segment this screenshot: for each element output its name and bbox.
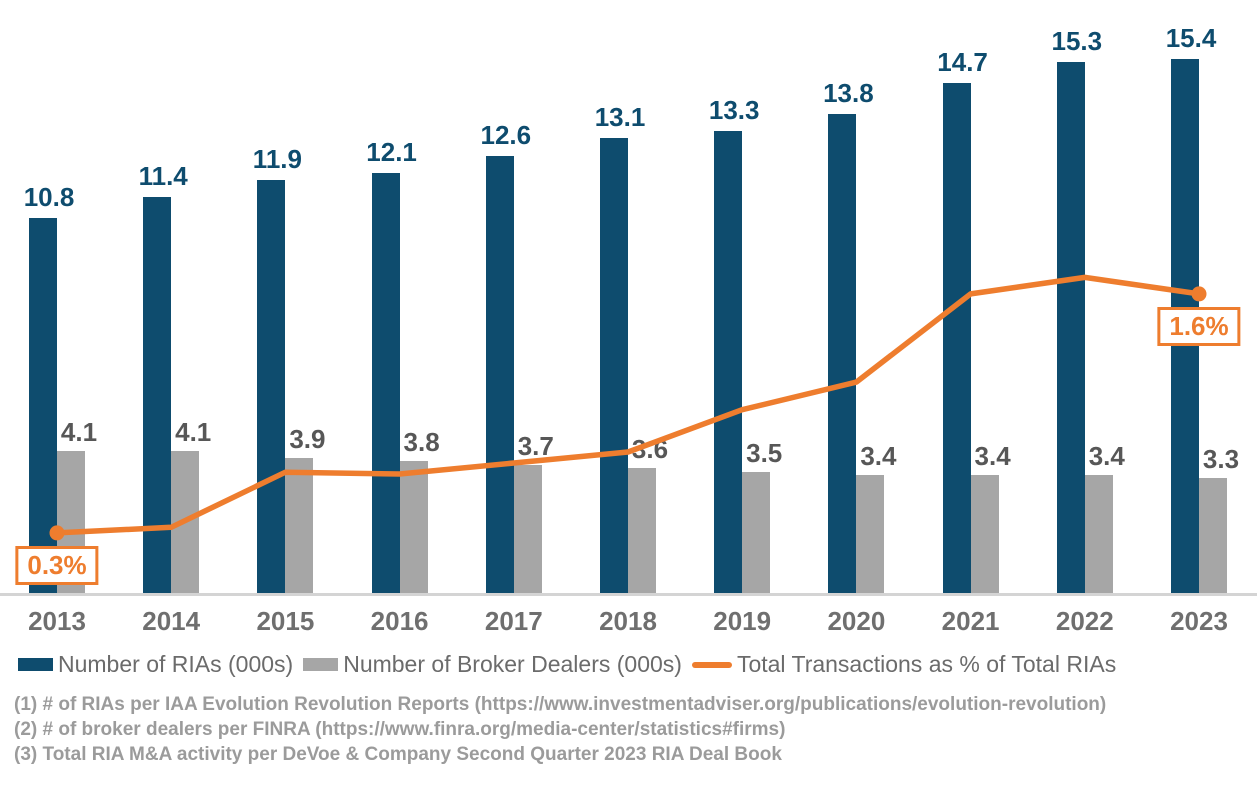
legend-label-broker-dealers: Number of Broker Dealers (000s) [343, 651, 682, 677]
footnotes: (1) # of RIAs per IAA Evolution Revoluti… [14, 692, 1106, 767]
x-axis-year-label: 2014 [142, 606, 201, 636]
footnote-2: (2) # of broker dealers per FINRA (https… [14, 719, 786, 740]
transactions-callout-label: 0.3% [15, 545, 99, 585]
x-axis-year-label: 2018 [599, 606, 657, 636]
ria-bar-value-label: 12.6 [480, 119, 532, 150]
ria-bar-value-label: 15.3 [1051, 26, 1103, 57]
x-axis-year-label: 2020 [827, 606, 886, 636]
x-axis-year-label: 2023 [1170, 606, 1228, 636]
broker-dealer-bar [1199, 478, 1227, 593]
ria-bar-value-label: 13.1 [594, 102, 646, 133]
x-axis-line [0, 593, 1257, 596]
transactions-line-swatch-icon [691, 661, 732, 668]
legend-label-transactions: Total Transactions as % of Total RIAs [736, 651, 1117, 677]
x-axis-year-label: 2016 [370, 606, 429, 636]
ria-bar-value-label: 13.8 [823, 78, 874, 109]
x-axis-year-label: 2019 [713, 606, 772, 636]
broker-dealer-bar-swatch-icon [303, 658, 339, 671]
ria-bar-value-label: 12.1 [366, 137, 417, 168]
legend-item-rias: Number of RIAs (000s) [18, 651, 293, 678]
ria-bar-value-label: 11.9 [252, 144, 302, 175]
chart-legend: Number of RIAs (000s) Number of Broker D… [18, 651, 1116, 678]
legend-item-broker-dealers: Number of Broker Dealers (000s) [303, 651, 682, 678]
ria-bar-value-label: 10.8 [23, 182, 75, 213]
ria-bar-value-label: 14.7 [937, 46, 988, 77]
ria-bar-value-label: 15.4 [1165, 22, 1217, 53]
x-axis-year-label: 2021 [941, 606, 1000, 636]
ria-bar-value-label: 11.4 [138, 161, 188, 192]
x-axis-year-label: 2013 [28, 606, 86, 636]
x-axis-year-label: 2022 [1055, 606, 1114, 636]
transactions-callout-label: 1.6% [1157, 306, 1241, 346]
ria-bar-swatch-icon [18, 658, 53, 671]
ria-bar-value-label: 13.3 [708, 95, 760, 126]
legend-label-rias: Number of RIAs (000s) [58, 651, 294, 677]
x-axis-year-label: 2015 [256, 606, 315, 636]
x-axis-year-label: 2017 [484, 606, 543, 636]
footnote-3: (3) Total RIA M&A activity per DeVoe & C… [14, 744, 782, 765]
legend-item-transactions: Total Transactions as % of Total RIAs [691, 651, 1117, 678]
footnote-1: (1) # of RIAs per IAA Evolution Revoluti… [14, 694, 1107, 715]
broker-dealer-bar-value-label: 3.3 [1202, 444, 1240, 475]
